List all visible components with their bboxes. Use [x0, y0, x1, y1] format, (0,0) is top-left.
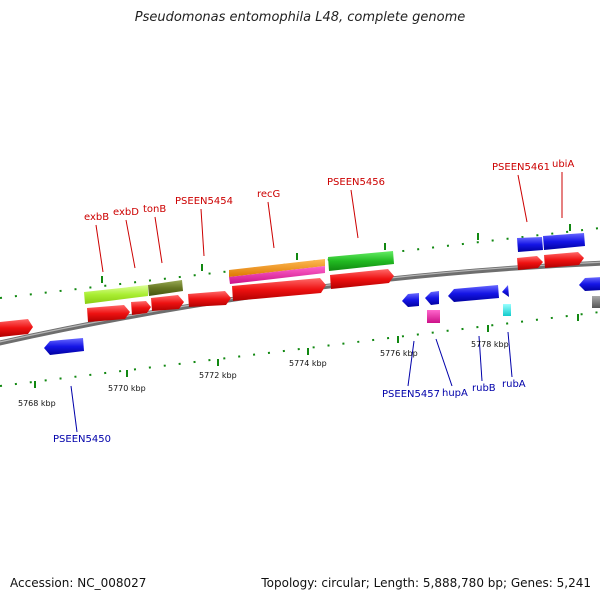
genome-summary-text: Topology: circular; Length: 5,888,780 bp… [261, 576, 591, 590]
upper-tick-row [0, 224, 600, 299]
gene-arrow[interactable] [425, 291, 439, 305]
feature-bar[interactable] [84, 285, 148, 304]
gene-label[interactable]: rubB [472, 383, 496, 394]
lower-tick-row [0, 311, 600, 388]
gene-label[interactable]: hupA [442, 388, 468, 399]
gene-label[interactable]: PSEEN5461 [492, 162, 550, 173]
feature-bar[interactable] [328, 251, 394, 271]
gene-arrow[interactable] [131, 301, 151, 315]
reverse-gene-labels: PSEEN5450 PSEEN5457 hupA rubB rubA [53, 379, 526, 445]
genome-title: Pseudomonas entomophila L48, complete ge… [134, 10, 466, 25]
gene-label[interactable]: PSEEN5456 [327, 177, 385, 188]
forward-features [84, 233, 585, 304]
feature-bar[interactable] [148, 280, 183, 296]
gene-label[interactable]: ubiA [552, 159, 574, 170]
accession-text: Accession: NC_008027 [10, 576, 147, 590]
gene-arrow[interactable] [402, 293, 419, 307]
axis-labels: 5768 kbp 5770 kbp 5772 kbp 5774 kbp 5776… [18, 340, 509, 408]
reverse-leaders [70, 331, 513, 433]
feature-bar[interactable] [517, 237, 543, 252]
axis-label: 5772 kbp [199, 371, 237, 380]
gene-arrow[interactable] [448, 285, 499, 302]
gene-arrow[interactable] [87, 305, 130, 322]
gene-label[interactable]: rubA [502, 379, 526, 390]
gene-arrow[interactable] [330, 269, 394, 289]
gene-arrow[interactable] [232, 278, 326, 301]
gene-label[interactable]: PSEEN5454 [175, 196, 233, 207]
gene-label[interactable]: recG [257, 189, 280, 200]
gene-label[interactable]: PSEEN5450 [53, 434, 111, 445]
feature-bar[interactable] [503, 304, 511, 316]
axis-label: 5768 kbp [18, 399, 56, 408]
axis-label: 5770 kbp [108, 384, 146, 393]
feature-bar[interactable] [229, 266, 325, 284]
gene-arrow[interactable] [188, 291, 231, 307]
forward-genes [0, 252, 584, 337]
feature-bar[interactable] [229, 259, 325, 277]
feature-bar[interactable] [592, 296, 600, 308]
gene-arrow[interactable] [151, 295, 184, 311]
gene-arrow[interactable] [517, 256, 543, 270]
gene-label[interactable]: exbD [113, 207, 139, 218]
forward-gene-labels: exbB exbD tonB PSEEN5454 recG PSEEN5456 … [84, 159, 574, 223]
feature-bar[interactable] [427, 310, 440, 323]
gene-label[interactable]: PSEEN5457 [382, 389, 440, 400]
gene-arrow[interactable] [544, 252, 584, 268]
axis-label: 5778 kbp [471, 340, 509, 349]
gene-label[interactable]: exbB [84, 212, 109, 223]
feature-bar[interactable] [543, 233, 585, 250]
forward-leaders [95, 172, 563, 273]
axis-label: 5774 kbp [289, 359, 327, 368]
gene-arrow[interactable] [502, 285, 509, 297]
gene-label[interactable]: tonB [143, 204, 166, 215]
gene-arrow[interactable] [579, 277, 600, 291]
reverse-genes [44, 277, 600, 355]
axis-label: 5776 kbp [380, 349, 418, 358]
gene-arrow[interactable] [44, 338, 84, 355]
gene-arrow[interactable] [0, 319, 33, 337]
